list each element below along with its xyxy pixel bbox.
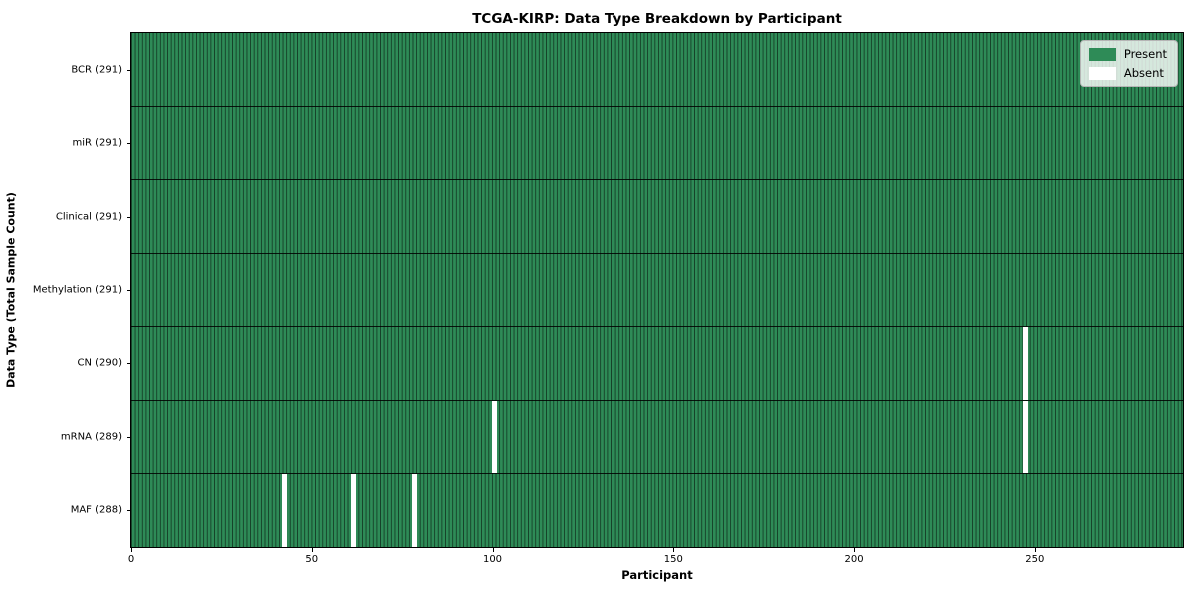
y-tick-label-Methylation: Methylation (291) [32, 284, 122, 296]
legend: Present Absent [1079, 40, 1178, 87]
y-tick-mark-Methylation [127, 290, 131, 291]
legend-item-absent: Absent [1088, 66, 1167, 80]
y-tick-label-MAF: MAF (288) [70, 504, 122, 516]
x-tick-mark-200 [854, 548, 855, 552]
heatmap-row-Methylation [131, 253, 1183, 328]
x-tick-label-250: 250 [1025, 554, 1045, 565]
y-tick-mark-MAF [127, 510, 131, 511]
x-tick-label-100: 100 [482, 554, 503, 565]
x-tick-label-0: 0 [127, 554, 135, 565]
heatmap-rows [131, 33, 1183, 548]
heatmap-row-BCR [131, 33, 1183, 107]
absent-cell-MAF-42 [282, 474, 288, 548]
legend-label-absent: Absent [1123, 66, 1164, 80]
x-tick-mark-0 [131, 548, 132, 552]
absent-cell-mRNA-247 [1023, 400, 1029, 474]
y-tick-label-mRNA: mRNA (289) [60, 431, 122, 443]
x-tick-mark-150 [673, 548, 674, 552]
heatmap-row-miR [131, 106, 1183, 181]
heatmap-row-MAF [131, 474, 1183, 548]
absent-cell-MAF-78 [412, 474, 418, 548]
absent-cell-MAF-61 [350, 474, 356, 548]
x-tick-label-150: 150 [663, 554, 683, 565]
heatmap-row-mRNA [131, 400, 1183, 475]
legend-item-present: Present [1088, 47, 1167, 61]
legend-swatch-absent-icon [1088, 66, 1116, 80]
absent-cell-CN-247 [1023, 327, 1029, 400]
y-tick-mark-mRNA [127, 437, 131, 438]
x-tick-label-200: 200 [844, 554, 864, 565]
plot-area: Present Absent [130, 32, 1184, 548]
x-tick-mark-50 [312, 548, 313, 552]
x-axis-label: Participant [621, 568, 693, 582]
heatmap-row-Clinical [131, 180, 1183, 254]
y-tick-mark-CN [127, 363, 131, 364]
y-tick-label-Clinical: Clinical (291) [55, 211, 122, 223]
x-tick-label-50: 50 [305, 554, 319, 565]
legend-swatch-present-icon [1088, 47, 1116, 61]
y-tick-mark-Clinical [127, 217, 131, 218]
y-tick-label-BCR: BCR (291) [71, 64, 122, 76]
heatmap-row-CN [131, 327, 1183, 401]
y-tick-mark-miR [127, 143, 131, 144]
absent-cell-mRNA-100 [491, 400, 497, 474]
x-tick-mark-100 [493, 548, 494, 552]
y-tick-label-CN: CN (290) [77, 357, 122, 369]
y-tick-mark-BCR [127, 70, 131, 71]
legend-label-present: Present [1123, 47, 1167, 61]
x-tick-mark-250 [1035, 548, 1036, 552]
chart-title: TCGA-KIRP: Data Type Breakdown by Partic… [472, 11, 842, 27]
y-tick-label-miR: miR (291) [72, 137, 122, 149]
